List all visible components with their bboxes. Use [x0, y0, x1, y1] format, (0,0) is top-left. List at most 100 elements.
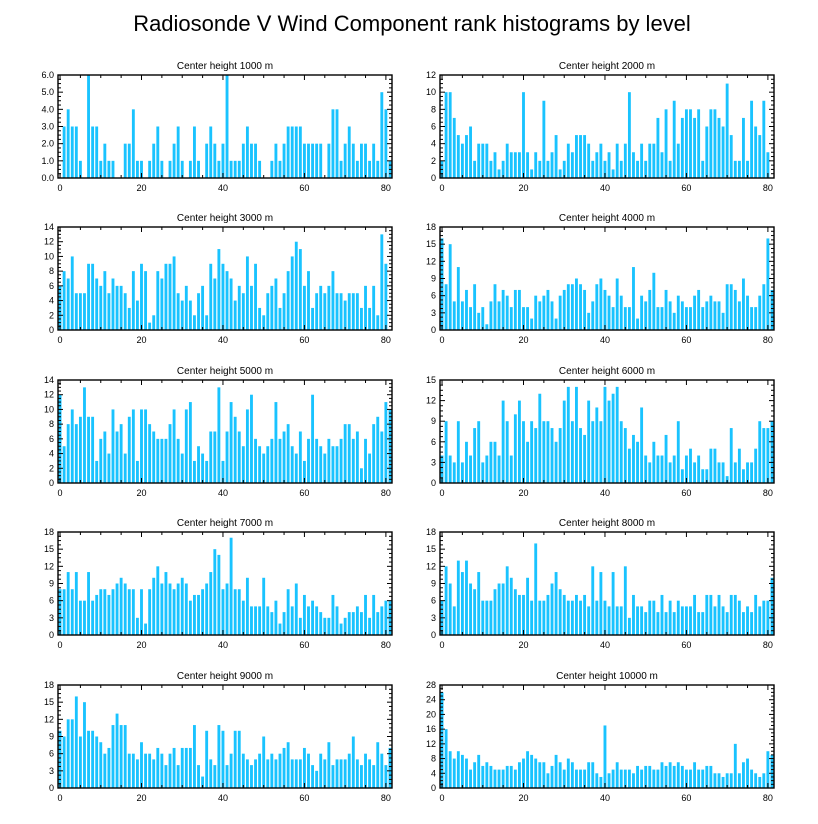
- histogram-bar: [376, 160, 380, 178]
- histogram-bar: [286, 271, 290, 330]
- histogram-bar: [554, 135, 558, 178]
- histogram-bar: [274, 402, 278, 483]
- histogram-bar: [160, 160, 164, 178]
- histogram-bar: [103, 271, 107, 330]
- histogram-bar: [721, 312, 725, 330]
- histogram-bar: [444, 284, 448, 330]
- histogram-bar: [135, 759, 139, 788]
- histogram-bar: [737, 773, 741, 788]
- histogram-bar: [66, 572, 70, 635]
- histogram-bar: [754, 773, 758, 788]
- x-tick-label: 40: [218, 793, 228, 803]
- histogram-bar: [347, 126, 351, 178]
- histogram-bar: [91, 600, 95, 635]
- histogram-bar: [237, 160, 241, 178]
- histogram-bar: [95, 126, 99, 178]
- histogram-bar: [607, 295, 611, 330]
- x-tick-label: 60: [681, 793, 691, 803]
- x-tick-label: 0: [58, 488, 63, 498]
- histogram-bar: [343, 617, 347, 635]
- histogram-bar: [611, 393, 615, 483]
- histogram-bar: [237, 589, 241, 635]
- histogram-bar: [705, 594, 709, 635]
- histogram-bar: [74, 696, 78, 788]
- histogram-bar: [294, 453, 298, 483]
- histogram-bar: [241, 446, 245, 483]
- histogram-bar: [99, 589, 103, 635]
- panels-container: Center height 1000 m0 20 40 60 800.01.02.03.…: [41, 61, 775, 803]
- y-tick-label: 0: [49, 478, 54, 488]
- histogram-bar: [754, 307, 758, 330]
- histogram-bar: [258, 307, 262, 330]
- histogram-bar: [127, 753, 131, 788]
- histogram-bar: [209, 759, 213, 788]
- histogram-bar: [119, 725, 123, 788]
- histogram-bar: [485, 762, 489, 788]
- histogram-bar: [168, 263, 172, 330]
- histogram-bar: [355, 606, 359, 635]
- histogram-bar: [742, 117, 745, 178]
- histogram-bar: [184, 409, 188, 483]
- histogram-bar: [286, 742, 290, 788]
- histogram-bar: [197, 594, 200, 635]
- histogram-bar: [660, 307, 664, 330]
- histogram-bar: [237, 285, 241, 330]
- histogram-bar: [144, 409, 148, 483]
- histogram-bar: [168, 753, 172, 788]
- histogram-bar: [205, 460, 209, 483]
- histogram-bar: [762, 284, 766, 330]
- histogram-bar: [205, 730, 209, 788]
- histogram-bar: [193, 315, 196, 330]
- histogram-bar: [66, 278, 70, 330]
- histogram-bar: [689, 606, 692, 635]
- histogram-bar: [652, 143, 656, 178]
- histogram-bar: [444, 729, 448, 788]
- histogram-bar: [180, 747, 184, 788]
- histogram-bar: [456, 421, 460, 483]
- histogram-bar: [684, 769, 688, 788]
- histogram-bar: [62, 589, 66, 635]
- histogram-bar: [245, 409, 249, 483]
- histogram-bar: [229, 160, 233, 178]
- histogram-bar: [197, 160, 200, 178]
- histogram-bar: [469, 769, 472, 788]
- histogram-bar: [526, 307, 530, 330]
- histogram-bar: [343, 143, 347, 178]
- histogram-bar: [95, 460, 99, 483]
- histogram-bar: [652, 272, 656, 330]
- histogram-bar: [517, 594, 521, 635]
- histogram-bar: [485, 455, 489, 483]
- histogram-bar: [623, 143, 627, 178]
- histogram-bar: [197, 446, 200, 483]
- histogram-bar: [87, 572, 90, 635]
- histogram-bar: [355, 431, 359, 483]
- histogram-bar: [315, 606, 319, 635]
- x-tick-label: 0: [58, 335, 63, 345]
- histogram-bar: [729, 135, 733, 178]
- histogram-bar: [591, 421, 595, 483]
- y-tick-label: 6.0: [41, 70, 54, 80]
- histogram-bar: [640, 295, 644, 330]
- histogram-bar: [465, 560, 468, 635]
- histogram-bar: [286, 126, 290, 178]
- x-tick-label: 80: [381, 488, 391, 498]
- histogram-bar: [319, 285, 323, 330]
- histogram-bar: [534, 543, 538, 635]
- histogram-bar: [627, 769, 631, 788]
- histogram-bar: [188, 160, 192, 178]
- histogram-bar: [376, 742, 380, 788]
- histogram-bar: [144, 271, 148, 330]
- histogram-bar: [546, 421, 550, 483]
- x-tick-label: 40: [218, 183, 228, 193]
- histogram-bar: [456, 267, 460, 330]
- histogram-bar: [648, 765, 652, 788]
- histogram-bar: [193, 460, 196, 483]
- histogram-bar: [603, 289, 607, 330]
- y-tick-label: 3: [49, 766, 54, 776]
- histogram-bar: [668, 600, 672, 635]
- histogram-bar: [152, 143, 156, 178]
- histogram-bar: [355, 160, 359, 178]
- panel-title: Center height 5000 m: [177, 366, 273, 377]
- histogram-bar: [489, 441, 493, 483]
- histogram-bar: [672, 455, 676, 483]
